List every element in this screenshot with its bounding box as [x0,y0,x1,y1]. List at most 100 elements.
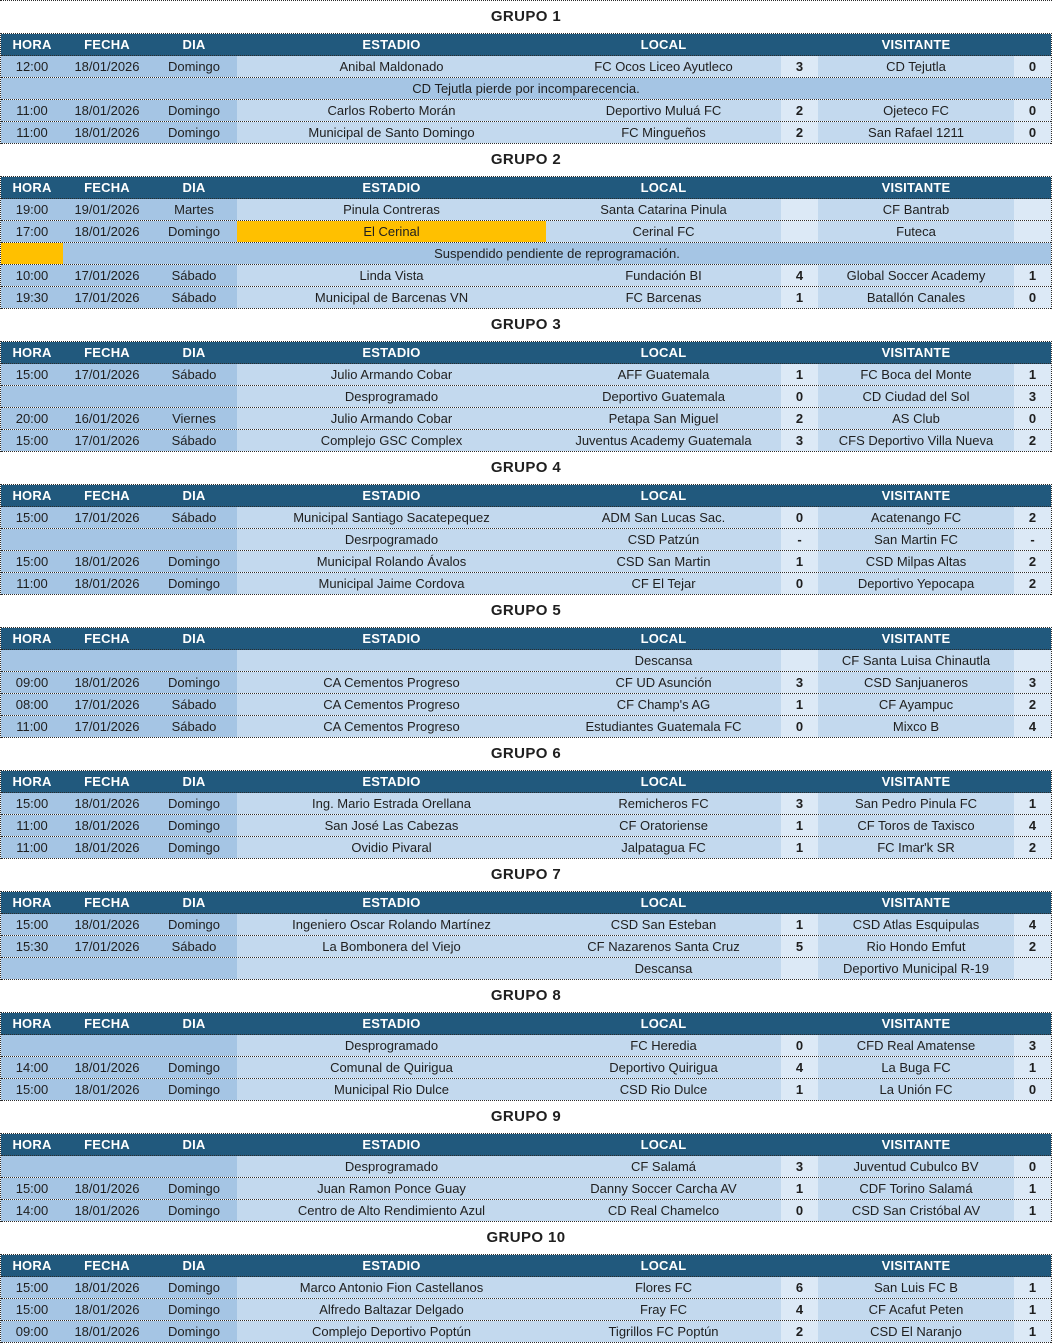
group-title: GRUPO 10 [486,1229,566,1246]
col-header-fecha: FECHA [84,1258,130,1273]
group-title: GRUPO 1 [490,8,562,25]
cell-local: Deportivo Guatemala [546,386,781,407]
cell-score-visitante: 3 [1014,386,1051,407]
cell-score-visitante: 2 [1014,837,1051,858]
header-row: HORA FECHA DIA ESTADIO LOCAL VISITANTE [1,771,1051,793]
cell-visitante: La Unión FC [818,1079,1014,1100]
cell-fecha [63,958,151,979]
match-row: Desrpogramado CSD Patzún - San Martin FC - [1,529,1051,551]
col-header-score [1014,628,1051,649]
cell-fecha: 18/01/2026 [63,100,151,121]
col-header-dia: DIA [182,895,206,910]
cell-hora: 15:00 [1,1299,63,1320]
cell-estadio: San José Las Cabezas [237,815,546,836]
cell-estadio: Ovidio Pivaral [237,837,546,858]
cell-local: Danny Soccer Carcha AV [546,1178,781,1199]
match-row: 11:00 18/01/2026 Domingo Carlos Roberto Mor… [1,100,1051,122]
col-header-score [1014,1134,1051,1155]
match-row: 14:00 18/01/2026 Domingo Comunal de Quirigu… [1,1057,1051,1079]
cell-estadio: Alfredo Baltazar Delgado [237,1299,546,1320]
cell-score-local [781,199,818,220]
cell-visitante: AS Club [818,408,1014,429]
cell-dia: Domingo [151,1277,237,1298]
cell-score-local: 1 [781,1178,818,1199]
col-header-visitante: VISITANTE [881,488,951,503]
cell-visitante: Juventud Cubulco BV [818,1156,1014,1177]
cell-local: Deportivo Quirigua [546,1057,781,1078]
cell-score-visitante: 0 [1014,1156,1051,1177]
cell-visitante: CF Bantrab [818,199,1014,220]
col-header-fecha: FECHA [84,37,130,52]
cell-visitante: CDF Torino Salamá [818,1178,1014,1199]
col-header-fecha: FECHA [84,895,130,910]
cell-hora: 20:00 [1,408,63,429]
match-row: 15:00 18/01/2026 Domingo Alfredo Baltazar D… [1,1299,1051,1321]
cell-score-visitante: 0 [1014,287,1051,308]
cell-local: CSD Rio Dulce [546,1079,781,1100]
cell-local: ADM San Lucas Sac. [546,507,781,528]
cell-hora: 11:00 [1,100,63,121]
cell-score-local: 1 [781,551,818,572]
col-header-fecha: FECHA [84,180,130,195]
group-section: GRUPO 3 HORA FECHA DIA ESTADIO LOCAL VISITANT… [0,309,1052,452]
match-row: 11:00 18/01/2026 Domingo Municipal Jaime Co… [1,573,1051,595]
cell-estadio: Municipal Rolando Ávalos [237,551,546,572]
col-header-hora: HORA [12,631,52,646]
cell-score-visitante: 0 [1014,56,1051,77]
cell-score-local: 4 [781,265,818,286]
cell-score-visitante: 0 [1014,100,1051,121]
cell-visitante: Mixco B [818,716,1014,737]
cell-local: CD Real Chamelco [546,1200,781,1221]
cell-visitante: San Rafael 1211 [818,122,1014,143]
cell-fecha: 18/01/2026 [63,1200,151,1221]
cell-estadio: Municipal de Santo Domingo [237,122,546,143]
col-header-estadio: ESTADIO [362,774,421,789]
cell-estadio: Ingeniero Oscar Rolando Martínez [237,914,546,935]
group-table: HORA FECHA DIA ESTADIO LOCAL VISITANTE Desprog… [0,1012,1052,1101]
highlight-cell [1,243,63,264]
cell-dia: Martes [151,199,237,220]
header-row: HORA FECHA DIA ESTADIO LOCAL VISITANTE [1,892,1051,914]
cell-hora: 15:00 [1,364,63,385]
cell-fecha: 18/01/2026 [63,1057,151,1078]
col-header-hora: HORA [12,1137,52,1152]
cell-score-local: 3 [781,430,818,451]
col-header-visitante: VISITANTE [881,1258,951,1273]
cell-dia: Domingo [151,1178,237,1199]
cell-fecha [63,1156,151,1177]
cell-hora: 15:00 [1,914,63,935]
cell-fecha: 18/01/2026 [63,1277,151,1298]
match-row: 12:00 18/01/2026 Domingo Anibal Maldonado FC… [1,56,1051,78]
match-row: 19:00 19/01/2026 Martes Pinula Contreras San… [1,199,1051,221]
cell-dia: Domingo [151,815,237,836]
col-header-dia: DIA [182,631,206,646]
cell-hora [1,958,63,979]
cell-visitante: Ojeteco FC [818,100,1014,121]
match-row: Descansa Deportivo Municipal R-19 [1,958,1051,980]
col-header-score [781,485,818,506]
cell-dia: Domingo [151,551,237,572]
cell-local: Deportivo Muluá FC [546,100,781,121]
cell-local: FC Ocos Liceo Ayutleco [546,56,781,77]
group-section: GRUPO 4 HORA FECHA DIA ESTADIO LOCAL VISITANT… [0,452,1052,595]
col-header-score [781,771,818,792]
cell-estadio: La Bombonera del Viejo [237,936,546,957]
note-text: Suspendido pendiente de reprogramación. [63,243,1051,264]
col-header-hora: HORA [12,37,52,52]
cell-dia: Viernes [151,408,237,429]
cell-fecha: 18/01/2026 [63,672,151,693]
cell-estadio: CA Cementos Progreso [237,694,546,715]
cell-fecha: 17/01/2026 [63,287,151,308]
cell-dia [151,386,237,407]
cell-score-visitante: 0 [1014,408,1051,429]
cell-dia [151,1035,237,1056]
cell-score-local [781,958,818,979]
cell-visitante: CSD El Naranjo [818,1321,1014,1342]
cell-visitante: Rio Hondo Emfut [818,936,1014,957]
group-title: GRUPO 9 [490,1108,562,1125]
cell-estadio: Linda Vista [237,265,546,286]
cell-estadio: Anibal Maldonado [237,56,546,77]
cell-estadio: CA Cementos Progreso [237,672,546,693]
cell-visitante: San Pedro Pinula FC [818,793,1014,814]
cell-score-local: 2 [781,100,818,121]
